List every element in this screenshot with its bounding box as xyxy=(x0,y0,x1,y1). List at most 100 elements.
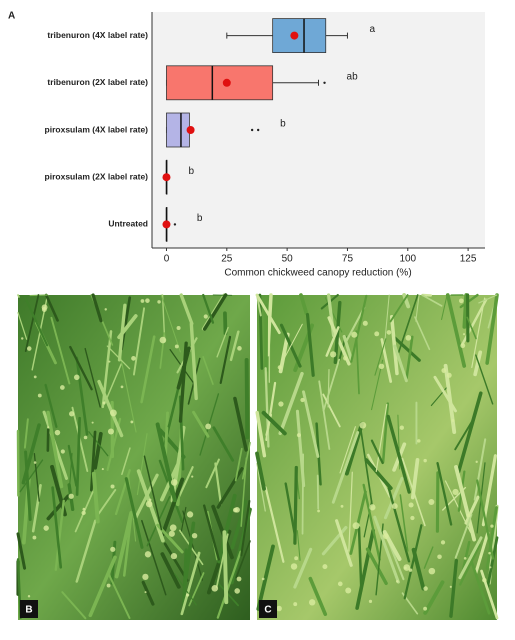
mean xyxy=(290,31,299,40)
chickweed xyxy=(191,475,194,478)
grass-blade xyxy=(192,410,210,438)
chickweed xyxy=(144,591,147,594)
photo xyxy=(255,293,499,620)
mean xyxy=(162,173,171,182)
grass-blade xyxy=(454,465,477,542)
chickweed xyxy=(47,426,50,429)
chickweed xyxy=(368,599,373,603)
grass-blade xyxy=(265,293,273,357)
chickweed xyxy=(145,298,150,303)
grass-blade xyxy=(97,379,124,438)
chickweed xyxy=(330,351,337,358)
chickweed xyxy=(234,588,240,594)
x-tick-label: 100 xyxy=(399,254,416,265)
grass-blade xyxy=(88,431,109,457)
photo xyxy=(16,293,252,620)
chickweed xyxy=(106,583,111,588)
grass-blade xyxy=(397,294,419,354)
grass-blade xyxy=(68,452,73,501)
chickweed xyxy=(211,585,219,592)
grass-blade xyxy=(308,576,328,617)
x-tick-label: 50 xyxy=(282,254,294,265)
chickweed xyxy=(395,580,399,583)
grass-blade xyxy=(305,313,315,377)
chickweed xyxy=(82,507,86,511)
grass-blade xyxy=(24,450,32,521)
grass-blade xyxy=(17,294,20,298)
chickweed xyxy=(186,593,190,597)
chickweed xyxy=(148,498,152,502)
significance-letter: a xyxy=(369,24,375,35)
grass-blade xyxy=(114,511,133,579)
grass-blade xyxy=(235,540,251,579)
grass-blade xyxy=(485,536,499,590)
grass-blade xyxy=(69,345,93,391)
grass-blade xyxy=(402,293,411,309)
chickweed xyxy=(159,336,167,344)
grass-blade xyxy=(17,312,28,340)
grass-blade xyxy=(179,293,194,326)
grass-blade xyxy=(295,409,306,488)
grass-blade xyxy=(462,540,471,571)
chickweed xyxy=(174,344,179,349)
chickweed xyxy=(428,567,436,575)
category-label: tribenuron (4X label rate) xyxy=(47,30,148,40)
chickweed xyxy=(374,331,380,337)
grass-blade xyxy=(67,444,78,487)
grass-blade xyxy=(117,314,138,340)
chickweed xyxy=(144,551,152,558)
chickweed xyxy=(27,595,31,598)
grass-blade xyxy=(205,458,220,489)
chickweed xyxy=(107,428,114,435)
grass-blade xyxy=(264,367,270,448)
grass-blade xyxy=(485,506,498,570)
grass-blade xyxy=(430,384,450,407)
grass-blade xyxy=(61,591,87,620)
grass-blade xyxy=(114,469,131,516)
grass-blade xyxy=(365,547,388,586)
grass-blade xyxy=(284,482,297,537)
grass-blade xyxy=(124,477,144,549)
chickweed xyxy=(451,418,455,422)
chickweed xyxy=(73,374,80,381)
grass-blade xyxy=(84,347,101,408)
grass-blade xyxy=(140,335,156,404)
grass-blade xyxy=(350,294,368,363)
grass-blade xyxy=(163,542,189,582)
grass-blade xyxy=(240,457,248,528)
x-axis-label: Common chickweed canopy reduction (%) xyxy=(224,268,411,279)
grass-blade xyxy=(216,550,242,619)
chickweed xyxy=(81,510,86,516)
grass-blade xyxy=(54,499,65,571)
grass-blade xyxy=(348,471,353,552)
grass-blade xyxy=(411,547,426,591)
chickweed xyxy=(317,509,320,513)
grass-blade xyxy=(316,474,320,510)
panel-label: B xyxy=(25,605,32,616)
chickweed xyxy=(463,557,467,560)
grass-blade xyxy=(46,410,64,489)
grass-blade xyxy=(389,294,409,323)
grass-blade xyxy=(240,499,251,557)
chickweed xyxy=(26,346,32,351)
grass-blade xyxy=(136,433,148,496)
grass-blade xyxy=(466,316,477,340)
chickweed xyxy=(369,504,376,511)
grass-blade xyxy=(256,544,275,611)
chickweed xyxy=(410,515,415,521)
chickweed xyxy=(452,488,459,496)
chickweed xyxy=(423,458,427,463)
grass-blade xyxy=(202,504,220,561)
chickweed xyxy=(345,587,352,594)
grass-blade xyxy=(279,323,303,367)
grass-blade xyxy=(212,426,235,462)
chickweed xyxy=(382,533,389,539)
grass-blade xyxy=(444,480,472,533)
chickweed xyxy=(278,401,284,407)
grass-blade xyxy=(51,486,63,569)
chickweed xyxy=(437,554,442,560)
box xyxy=(166,65,274,101)
chickweed xyxy=(276,605,282,612)
grass-blade xyxy=(174,573,197,606)
chickweed xyxy=(43,525,49,531)
